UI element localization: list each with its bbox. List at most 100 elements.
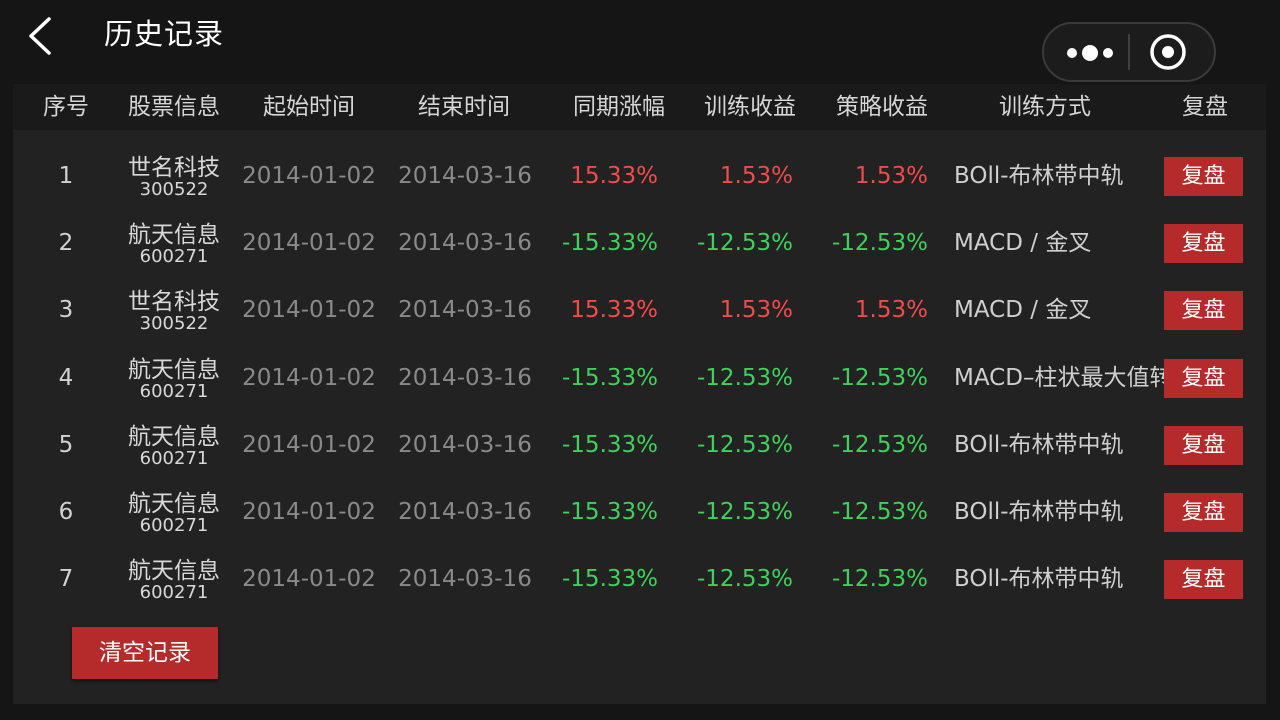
train-method: BOll-布林带中轨 xyxy=(954,163,1124,189)
period-change: -15.33% xyxy=(562,566,658,593)
replay-button[interactable]: 复盘 xyxy=(1164,224,1243,264)
close-button[interactable] xyxy=(1148,32,1188,72)
period-change: -15.33% xyxy=(562,499,658,525)
stock-code: 600271 xyxy=(139,447,209,469)
back-button[interactable] xyxy=(22,12,62,60)
row-index: 2 xyxy=(58,230,74,257)
clear-records-button[interactable]: 清空记录 xyxy=(72,627,218,679)
start-date: 2014-01-02 xyxy=(242,566,376,593)
stock-info: 航天信息 600271 xyxy=(114,210,234,277)
column-header-start: 起始时间 xyxy=(263,94,355,120)
train-return: -12.53% xyxy=(697,230,793,257)
table-row: 1 世名科技 300522 2014-01-02 2014-03-16 15.3… xyxy=(13,143,1266,210)
end-date: 2014-03-16 xyxy=(398,566,532,593)
strategy-return: -12.53% xyxy=(832,566,928,593)
end-date: 2014-03-16 xyxy=(398,297,532,324)
column-header-method: 训练方式 xyxy=(999,94,1091,120)
row-index: 7 xyxy=(58,566,74,593)
table-row: 3 世名科技 300522 2014-01-02 2014-03-16 15.3… xyxy=(13,277,1266,344)
strategy-return: 1.53% xyxy=(854,297,928,324)
end-date: 2014-03-16 xyxy=(398,499,532,525)
more-dots-icon xyxy=(1067,45,1113,61)
column-header-train-return: 训练收益 xyxy=(704,94,796,120)
train-method: BOll-布林带中轨 xyxy=(954,566,1124,593)
stock-name: 航天信息 xyxy=(128,222,220,249)
replay-button[interactable]: 复盘 xyxy=(1164,493,1243,532)
stock-code: 600271 xyxy=(139,515,209,536)
stock-code: 600271 xyxy=(139,380,209,402)
strategy-return: -12.53% xyxy=(832,431,928,458)
more-button[interactable] xyxy=(1062,24,1126,80)
period-change: -15.33% xyxy=(562,431,658,458)
train-method: MACD–柱状最大值转 xyxy=(954,364,1164,391)
start-date: 2014-01-02 xyxy=(242,163,376,189)
stock-name: 航天信息 xyxy=(128,356,220,383)
column-header-end: 结束时间 xyxy=(418,94,510,120)
strategy-return: -12.53% xyxy=(832,364,928,391)
start-date: 2014-01-02 xyxy=(242,499,376,525)
table-header: 序号 股票信息 起始时间 结束时间 同期涨幅 训练收益 策略收益 训练方式 复盘 xyxy=(13,84,1266,130)
end-date: 2014-03-16 xyxy=(398,431,532,458)
train-return: -12.53% xyxy=(697,431,793,458)
train-method: BOll-布林带中轨 xyxy=(954,499,1124,525)
row-index: 5 xyxy=(58,431,74,458)
train-return: -12.53% xyxy=(697,499,793,525)
train-method: BOll-布林带中轨 xyxy=(954,431,1124,458)
strategy-return: -12.53% xyxy=(832,499,928,525)
stock-info: 航天信息 600271 xyxy=(114,479,234,546)
mini-program-capsule xyxy=(1042,22,1216,82)
page-title: 历史记录 xyxy=(104,17,225,51)
start-date: 2014-01-02 xyxy=(242,431,376,458)
row-index: 3 xyxy=(58,297,74,324)
replay-button[interactable]: 复盘 xyxy=(1164,157,1243,196)
column-header-period-change: 同期涨幅 xyxy=(573,94,665,120)
period-change: 15.33% xyxy=(570,297,658,324)
stock-code: 300522 xyxy=(139,179,209,200)
strategy-return: -12.53% xyxy=(832,230,928,257)
train-method: MACD / 金叉 xyxy=(954,230,1092,257)
period-change: -15.33% xyxy=(562,364,658,391)
stock-code: 300522 xyxy=(139,313,209,335)
end-date: 2014-03-16 xyxy=(398,364,532,391)
table-row: 5 航天信息 600271 2014-01-02 2014-03-16 -15.… xyxy=(13,412,1266,479)
history-table: 序号 股票信息 起始时间 结束时间 同期涨幅 训练收益 策略收益 训练方式 复盘… xyxy=(13,84,1266,704)
stock-info: 世名科技 300522 xyxy=(114,143,234,210)
row-index: 6 xyxy=(58,499,74,525)
stock-name: 世名科技 xyxy=(128,155,220,181)
capsule-divider xyxy=(1128,34,1130,70)
replay-button[interactable]: 复盘 xyxy=(1164,291,1243,331)
replay-button[interactable]: 复盘 xyxy=(1164,358,1243,398)
strategy-return: 1.53% xyxy=(854,163,928,189)
train-return: -12.53% xyxy=(697,364,793,391)
stock-info: 航天信息 600271 xyxy=(114,412,234,479)
replay-button[interactable]: 复盘 xyxy=(1164,560,1243,600)
start-date: 2014-01-02 xyxy=(242,230,376,257)
start-date: 2014-01-02 xyxy=(242,364,376,391)
period-change: 15.33% xyxy=(570,163,658,189)
stock-name: 航天信息 xyxy=(128,491,220,517)
column-header-stock: 股票信息 xyxy=(128,94,220,120)
column-header-strategy-return: 策略收益 xyxy=(836,94,928,120)
stock-code: 600271 xyxy=(139,582,209,604)
replay-button[interactable]: 复盘 xyxy=(1164,425,1243,465)
stock-code: 600271 xyxy=(139,246,209,268)
table-row: 2 航天信息 600271 2014-01-02 2014-03-16 -15.… xyxy=(13,210,1266,277)
column-header-index: 序号 xyxy=(43,94,89,120)
table-row: 7 航天信息 600271 2014-01-02 2014-03-16 -15.… xyxy=(13,546,1266,613)
period-change: -15.33% xyxy=(562,230,658,257)
train-return: 1.53% xyxy=(719,297,793,324)
stock-info: 世名科技 300522 xyxy=(114,277,234,344)
start-date: 2014-01-02 xyxy=(242,297,376,324)
row-index: 1 xyxy=(58,163,74,189)
column-header-replay: 复盘 xyxy=(1182,94,1228,120)
stock-info: 航天信息 600271 xyxy=(114,546,234,613)
table-row: 6 航天信息 600271 2014-01-02 2014-03-16 -15.… xyxy=(13,479,1266,546)
train-method: MACD / 金叉 xyxy=(954,297,1092,324)
chevron-left-icon xyxy=(29,17,51,55)
row-index: 4 xyxy=(58,364,74,391)
stock-name: 航天信息 xyxy=(128,423,220,450)
table-row: 4 航天信息 600271 2014-01-02 2014-03-16 -15.… xyxy=(13,345,1266,412)
stock-info: 航天信息 600271 xyxy=(114,345,234,412)
target-close-icon xyxy=(1150,34,1186,70)
